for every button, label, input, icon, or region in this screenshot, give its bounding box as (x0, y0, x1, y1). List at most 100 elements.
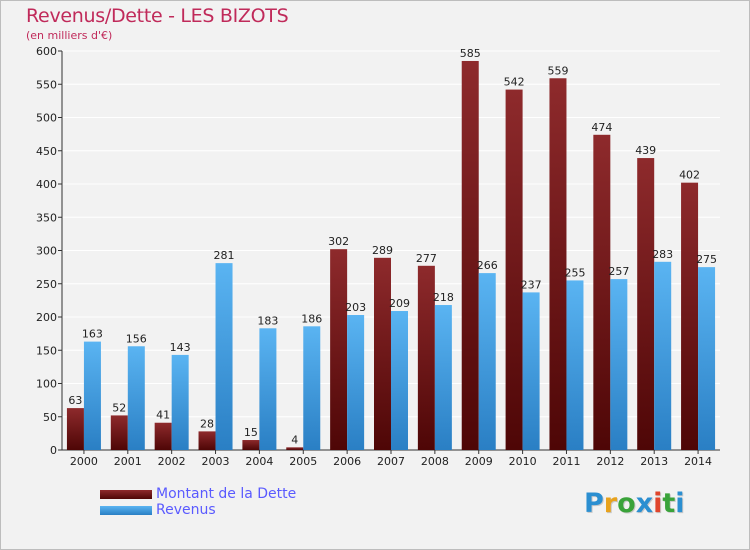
logo-letter: i (675, 488, 685, 519)
data-label: 41 (156, 409, 170, 422)
data-label: 542 (504, 76, 525, 89)
logo-letter: t (662, 488, 676, 519)
y-tick-label: 600 (36, 45, 57, 58)
data-label: 439 (635, 144, 656, 157)
data-label: 402 (679, 169, 700, 182)
debt-bar (681, 182, 699, 451)
revenus-bar (303, 326, 321, 450)
debt-bar (593, 134, 611, 451)
data-label: 255 (564, 266, 585, 279)
y-tick-label: 500 (36, 112, 57, 125)
debt-bar (374, 257, 391, 450)
x-tick-label: 2001 (114, 455, 142, 468)
revenus-bar (127, 346, 145, 450)
revenus-bar (522, 292, 540, 450)
logo-letter: x (635, 488, 654, 519)
x-tick-label: 2010 (509, 455, 537, 468)
chart-title: Revenus/Dette - LES BIZOTS (26, 5, 289, 27)
data-label: 163 (82, 328, 103, 341)
data-label: 15 (244, 426, 258, 439)
debt-bar (286, 447, 304, 450)
revenus-bar (698, 267, 716, 450)
data-label: 559 (547, 64, 568, 77)
x-tick-label: 2005 (289, 455, 317, 468)
debt-bar (330, 249, 348, 450)
logo-letter: P (584, 488, 604, 519)
data-label: 209 (389, 297, 410, 310)
logo-letter: i (653, 488, 663, 519)
data-label: 4 (291, 433, 298, 446)
data-label: 281 (214, 249, 235, 262)
revenus-bar (347, 315, 365, 450)
data-labels: 63 163 52 156 41 143 28 281 15 183 4 186 302 203 289 20… (68, 47, 717, 446)
x-tick-label: 2012 (596, 455, 624, 468)
revenus-bar (215, 263, 233, 450)
logo-letter: o (617, 488, 636, 519)
x-tick-label: 2007 (377, 455, 405, 468)
revenus-bar (391, 311, 408, 450)
data-label: 203 (345, 301, 366, 314)
revenus-bar (171, 354, 189, 450)
debt-bar (154, 422, 172, 450)
data-label: 237 (521, 278, 542, 291)
x-tick-label: 2000 (70, 455, 98, 468)
axes: 0 50 100 150 200 250 300 350 400 450 500 550 600 2000… (36, 45, 720, 468)
y-tick-label: 450 (36, 145, 57, 158)
revenus-bar (654, 261, 672, 450)
legend-swatch-revenus (100, 506, 152, 515)
data-label: 28 (200, 417, 214, 430)
revenus-bar (83, 341, 101, 450)
x-tick-label: 2002 (158, 455, 186, 468)
debt-bar (461, 60, 479, 450)
revenus-bar (566, 280, 584, 450)
x-tick-label: 2003 (202, 455, 230, 468)
y-tick-label: 100 (36, 378, 57, 391)
debt-bar (417, 265, 435, 450)
x-tick-label: 2008 (421, 455, 449, 468)
data-label: 218 (433, 291, 454, 304)
y-tick-label: 400 (36, 178, 57, 191)
y-tick-label: 550 (36, 78, 57, 91)
data-label: 289 (372, 244, 393, 257)
y-tick-label: 350 (36, 211, 57, 224)
data-label: 302 (328, 235, 349, 248)
revenus-bar (434, 305, 452, 450)
data-label: 63 (68, 394, 82, 407)
data-label: 257 (608, 265, 629, 278)
data-label: 277 (416, 252, 437, 265)
x-tick-label: 2013 (640, 455, 668, 468)
x-tick-label: 2006 (333, 455, 361, 468)
revenus-bar (259, 328, 277, 450)
legend-label-debt: Montant de la Dette (156, 486, 297, 502)
data-label: 156 (126, 332, 147, 345)
x-tick-label: 2011 (552, 455, 580, 468)
legend-swatch-debt (100, 490, 152, 499)
debt-bar (66, 408, 84, 450)
proxiti-logo: Proxiti (584, 488, 685, 519)
debt-bar (242, 440, 260, 450)
data-label: 52 (112, 401, 126, 414)
debt-bar (110, 415, 128, 450)
data-label: 143 (170, 341, 191, 354)
debt-bar (505, 89, 523, 450)
data-label: 283 (652, 248, 673, 261)
revenus-bar (610, 279, 628, 450)
data-label: 585 (460, 47, 481, 60)
x-tick-label: 2014 (684, 455, 712, 468)
y-tick-label: 300 (36, 245, 57, 258)
bars (66, 60, 716, 451)
data-label: 183 (257, 314, 278, 327)
data-label: 275 (696, 253, 717, 266)
data-label: 474 (591, 121, 612, 134)
data-label: 266 (477, 259, 498, 272)
y-tick-label: 150 (36, 344, 57, 357)
y-tick-label: 250 (36, 278, 57, 291)
debt-bar (637, 158, 655, 450)
logo-letter: r (603, 488, 618, 519)
legend-label-revenus: Revenus (156, 502, 216, 518)
debt-bar (549, 78, 567, 450)
y-tick-label: 50 (43, 411, 57, 424)
revenus-bar (478, 273, 496, 450)
y-tick-label: 200 (36, 311, 57, 324)
